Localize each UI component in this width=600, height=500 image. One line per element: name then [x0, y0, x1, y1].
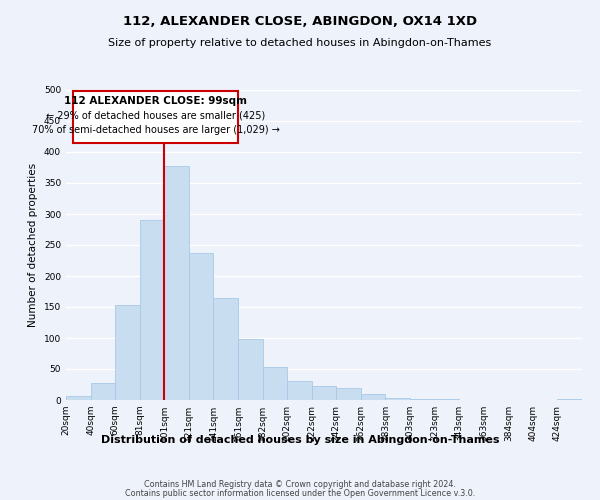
- Bar: [140, 220, 164, 400]
- Text: 112, ALEXANDER CLOSE, ABINGDON, OX14 1XD: 112, ALEXANDER CLOSE, ABINGDON, OX14 1XD: [123, 15, 477, 28]
- Bar: [214, 298, 238, 400]
- Bar: [91, 384, 115, 400]
- Bar: [361, 394, 385, 400]
- Bar: [385, 398, 410, 400]
- Text: Contains HM Land Registry data © Crown copyright and database right 2024.: Contains HM Land Registry data © Crown c…: [144, 480, 456, 489]
- Bar: [557, 399, 582, 400]
- Bar: [312, 386, 336, 400]
- Bar: [189, 253, 214, 400]
- Bar: [66, 396, 91, 400]
- Bar: [287, 382, 312, 400]
- Text: 70% of semi-detached houses are larger (1,029) →: 70% of semi-detached houses are larger (…: [32, 126, 280, 136]
- Bar: [115, 305, 140, 400]
- Bar: [336, 388, 361, 400]
- Bar: [238, 338, 263, 400]
- Text: Contains public sector information licensed under the Open Government Licence v.: Contains public sector information licen…: [125, 489, 475, 498]
- Text: 112 ALEXANDER CLOSE: 99sqm: 112 ALEXANDER CLOSE: 99sqm: [64, 96, 247, 106]
- Bar: [164, 166, 189, 400]
- Bar: [263, 367, 287, 400]
- Y-axis label: Number of detached properties: Number of detached properties: [28, 163, 38, 327]
- Text: Size of property relative to detached houses in Abingdon-on-Thames: Size of property relative to detached ho…: [109, 38, 491, 48]
- Text: Distribution of detached houses by size in Abingdon-on-Thames: Distribution of detached houses by size …: [101, 435, 499, 445]
- FancyBboxPatch shape: [73, 91, 238, 142]
- Text: ← 29% of detached houses are smaller (425): ← 29% of detached houses are smaller (42…: [46, 110, 265, 120]
